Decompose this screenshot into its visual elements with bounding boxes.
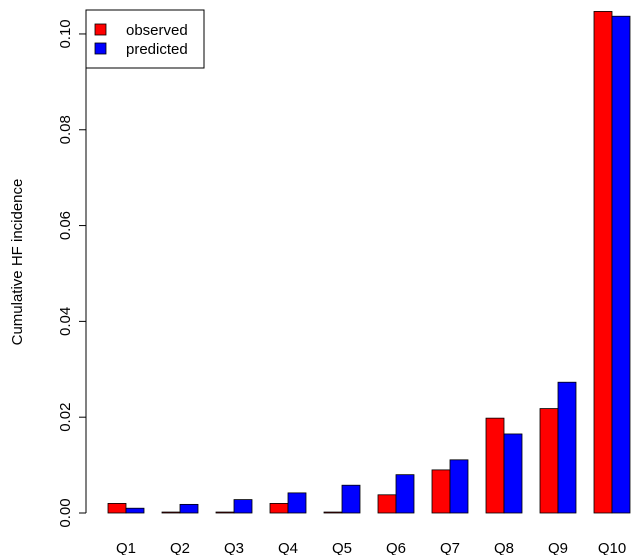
bar-observed-Q8 bbox=[485, 417, 505, 514]
bar-observed-Q1 bbox=[107, 503, 127, 514]
x-tick-label: Q5 bbox=[332, 540, 352, 555]
y-tick-label: 0.04 bbox=[57, 307, 74, 336]
x-tick-label: Q10 bbox=[598, 540, 626, 555]
bar-observed-Q5 bbox=[323, 511, 343, 514]
legend-label-observed: observed bbox=[126, 22, 188, 39]
y-tick-label: 0.06 bbox=[57, 211, 74, 240]
y-tick-label: 0.00 bbox=[57, 498, 74, 527]
bar-observed-Q9 bbox=[539, 408, 559, 514]
bar-predicted-Q10 bbox=[611, 15, 631, 514]
bar-group bbox=[107, 11, 631, 514]
bar-observed-Q10 bbox=[593, 11, 613, 514]
bar-observed-Q6 bbox=[377, 494, 397, 514]
y-tick-label: 0.10 bbox=[57, 19, 74, 48]
legend-label-predicted: predicted bbox=[126, 41, 188, 58]
bar-predicted-Q2 bbox=[179, 503, 199, 514]
x-tick-label: Q8 bbox=[494, 540, 514, 555]
x-tick-label: Q9 bbox=[548, 540, 568, 555]
y-axis-label: Cumulative HF incidence bbox=[9, 179, 26, 346]
y-axis: 0.00 0.02 0.04 0.06 0.08 0.10 bbox=[57, 19, 87, 528]
x-tick-label: Q3 bbox=[224, 540, 244, 555]
x-tick-label: Q6 bbox=[386, 540, 406, 555]
bar-predicted-Q7 bbox=[449, 459, 469, 514]
x-tick-label: Q4 bbox=[278, 540, 298, 555]
bar-predicted-Q3 bbox=[233, 499, 253, 514]
y-tick-label: 0.08 bbox=[57, 115, 74, 144]
bar-predicted-Q9 bbox=[557, 381, 577, 514]
bar-observed-Q7 bbox=[431, 469, 451, 514]
bar-predicted-Q8 bbox=[503, 433, 523, 514]
bar-observed-Q4 bbox=[269, 503, 289, 514]
legend-box bbox=[85, 9, 205, 69]
legend: observed predicted bbox=[85, 9, 205, 69]
x-tick-label: Q1 bbox=[116, 540, 136, 555]
legend-swatch-predicted bbox=[94, 42, 107, 55]
bar-predicted-Q6 bbox=[395, 474, 415, 514]
y-tick-label: 0.02 bbox=[57, 403, 74, 432]
x-tick-label: Q7 bbox=[440, 540, 460, 555]
bar-predicted-Q4 bbox=[287, 492, 307, 514]
x-tick-label: Q2 bbox=[170, 540, 190, 555]
bar-observed-Q3 bbox=[215, 511, 235, 514]
bar-predicted-Q5 bbox=[341, 484, 361, 514]
bar-observed-Q2 bbox=[161, 511, 181, 514]
legend-swatch-observed bbox=[94, 23, 107, 36]
x-axis-labels: Q1 Q2 Q3 Q4 Q5 Q6 Q7 Q8 Q9 Q10 bbox=[116, 540, 626, 555]
bar-predicted-Q1 bbox=[125, 507, 145, 514]
